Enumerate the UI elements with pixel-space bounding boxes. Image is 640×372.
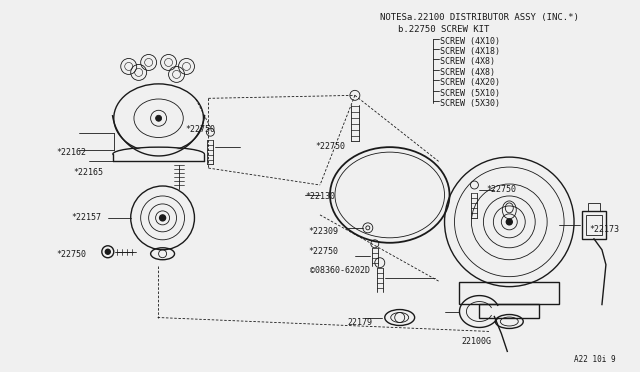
Bar: [586, 215, 602, 235]
Bar: [479, 304, 539, 318]
Text: SCREW (4X18): SCREW (4X18): [440, 47, 500, 56]
Text: SCREW (4X10): SCREW (4X10): [440, 36, 500, 45]
Circle shape: [159, 215, 166, 221]
Text: SCREW (4X8): SCREW (4X8): [440, 58, 495, 67]
Ellipse shape: [113, 149, 204, 163]
Text: A22 10i 9: A22 10i 9: [574, 355, 616, 364]
Text: SCREW (5X30): SCREW (5X30): [440, 99, 500, 108]
Text: *22750: *22750: [315, 142, 345, 151]
Bar: [460, 282, 559, 304]
Text: SCREW (5X10): SCREW (5X10): [440, 89, 500, 98]
Text: *22309: *22309: [308, 227, 338, 236]
Circle shape: [156, 115, 161, 121]
Text: ©08360-6202D: ©08360-6202D: [310, 266, 370, 275]
Text: *22750: *22750: [186, 125, 216, 134]
Text: SCREW (4X20): SCREW (4X20): [440, 78, 500, 87]
Circle shape: [506, 219, 512, 225]
Text: *22750: *22750: [56, 250, 86, 259]
Text: *22165: *22165: [73, 168, 103, 177]
Text: *22130: *22130: [305, 192, 335, 201]
Text: *22750: *22750: [308, 247, 338, 256]
Text: b.22750 SCREW KIT: b.22750 SCREW KIT: [397, 25, 489, 33]
Text: *22162: *22162: [56, 148, 86, 157]
Text: 22100G: 22100G: [461, 337, 492, 346]
Text: *22157: *22157: [71, 213, 101, 222]
Text: NOTESa.22100 DISTRIBUTOR ASSY (INC.*): NOTESa.22100 DISTRIBUTOR ASSY (INC.*): [380, 13, 579, 22]
Bar: [582, 211, 606, 239]
Text: SCREW (4X8): SCREW (4X8): [440, 68, 495, 77]
Text: *22750: *22750: [486, 185, 516, 194]
Text: 22179: 22179: [348, 318, 373, 327]
Bar: [588, 203, 600, 211]
Text: *22173: *22173: [589, 225, 619, 234]
Circle shape: [106, 249, 110, 254]
